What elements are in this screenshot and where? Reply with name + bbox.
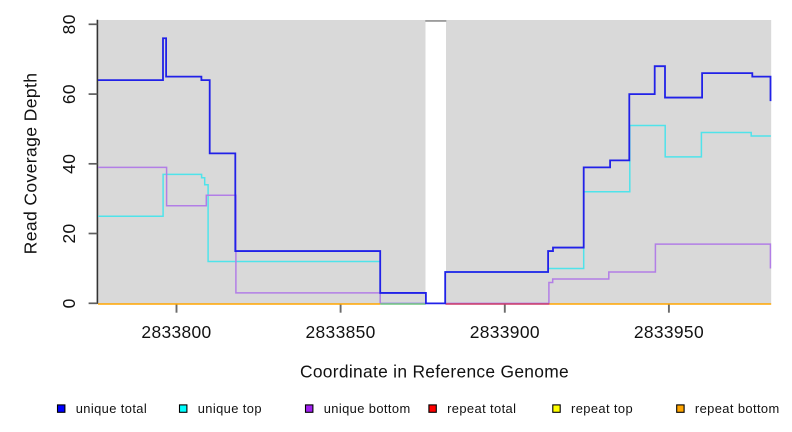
- svg-text:2833800: 2833800: [141, 322, 211, 342]
- svg-text:repeat top: repeat top: [571, 401, 633, 416]
- svg-text:0: 0: [59, 298, 79, 308]
- svg-text:2833900: 2833900: [470, 322, 540, 342]
- svg-text:20: 20: [59, 223, 79, 243]
- svg-text:80: 80: [59, 14, 79, 34]
- svg-text:unique total: unique total: [76, 401, 147, 416]
- svg-text:40: 40: [59, 154, 79, 174]
- svg-text:unique bottom: unique bottom: [324, 401, 411, 416]
- svg-text:Read Coverage Depth: Read Coverage Depth: [20, 73, 40, 255]
- svg-text:repeat bottom: repeat bottom: [695, 401, 780, 416]
- svg-text:2833850: 2833850: [306, 322, 376, 342]
- svg-text:repeat total: repeat total: [447, 401, 516, 416]
- svg-text:unique top: unique top: [198, 401, 262, 416]
- svg-text:60: 60: [59, 84, 79, 104]
- svg-text:2833950: 2833950: [634, 322, 704, 342]
- svg-text:Coordinate in Reference Genome: Coordinate in Reference Genome: [300, 362, 569, 382]
